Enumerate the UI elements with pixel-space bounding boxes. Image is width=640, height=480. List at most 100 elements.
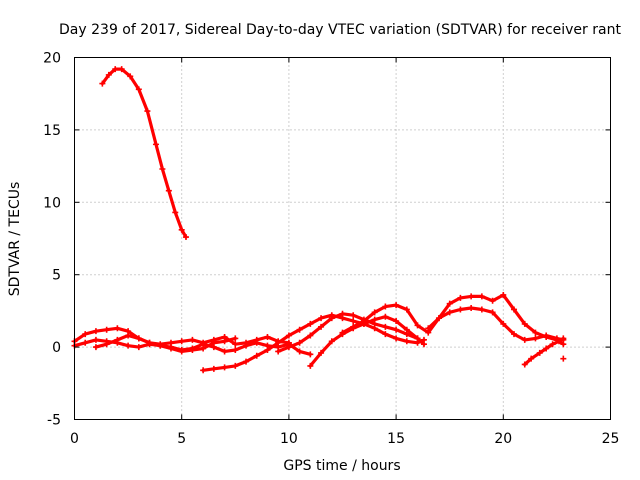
data-point	[420, 341, 427, 348]
data-point	[536, 349, 543, 356]
data-point	[382, 331, 389, 338]
data-point	[521, 336, 528, 343]
data-point	[200, 345, 207, 352]
y-tick-label: 15	[43, 123, 61, 139]
data-point	[511, 306, 518, 313]
data-point	[489, 297, 496, 304]
data-point	[560, 355, 567, 362]
data-point	[232, 346, 239, 353]
data-series-arc-11	[560, 355, 567, 362]
data-point	[350, 312, 357, 319]
data-point	[489, 309, 496, 316]
data-point	[144, 108, 151, 115]
data-point	[296, 326, 303, 333]
data-point	[165, 187, 172, 194]
data-point	[532, 329, 539, 336]
data-point	[210, 339, 217, 346]
data-point	[200, 367, 207, 374]
y-tick-label: 0	[52, 340, 61, 356]
data-point	[318, 349, 325, 356]
data-point	[328, 315, 335, 322]
x-tick-label: 0	[70, 431, 79, 447]
data-point	[275, 339, 282, 346]
data-point	[127, 73, 134, 80]
data-point	[285, 344, 292, 351]
data-series-arc-8	[339, 291, 567, 348]
data-point	[414, 322, 421, 329]
data-point	[350, 323, 357, 330]
data-point	[243, 342, 250, 349]
data-point	[560, 335, 567, 342]
data-point	[159, 165, 166, 172]
data-point	[414, 335, 421, 342]
data-point	[125, 342, 132, 349]
data-point	[82, 339, 89, 346]
data-point	[182, 234, 189, 241]
data-point	[511, 331, 518, 338]
data-point	[318, 315, 325, 322]
data-point	[307, 320, 314, 327]
data-point	[549, 341, 556, 348]
plot-frame	[74, 57, 611, 420]
data-point	[446, 300, 453, 307]
data-point	[382, 323, 389, 330]
x-tick-label: 5	[177, 431, 186, 447]
data-point	[167, 345, 174, 352]
data-point	[146, 339, 153, 346]
data-point	[425, 325, 432, 332]
data-point	[403, 326, 410, 333]
data-point	[393, 326, 400, 333]
x-tick-label: 25	[602, 431, 620, 447]
data-point	[221, 348, 228, 355]
data-point	[328, 338, 335, 345]
grid-layer	[74, 57, 611, 420]
data-series-arc-4	[92, 332, 239, 355]
data-point	[232, 335, 239, 342]
y-tick-label: 5	[52, 268, 61, 284]
data-point	[264, 333, 271, 340]
y-axis-label: SDTVAR / TECUs	[7, 182, 23, 297]
data-point	[189, 346, 196, 353]
data-point	[435, 315, 442, 322]
data-point	[92, 344, 99, 351]
data-point	[350, 318, 357, 325]
data-point	[457, 294, 464, 301]
data-point	[382, 313, 389, 320]
data-point	[92, 328, 99, 335]
data-point	[172, 209, 179, 216]
data-point	[543, 345, 550, 352]
data-point	[125, 332, 132, 339]
data-point	[232, 362, 239, 369]
data-point	[157, 342, 164, 349]
data-point	[118, 66, 125, 73]
data-point	[339, 310, 346, 317]
data-point	[521, 361, 528, 368]
x-tick-label: 20	[494, 431, 512, 447]
data-point	[307, 332, 314, 339]
y-tick-label: -5	[47, 413, 61, 429]
data-point	[135, 335, 142, 342]
series-trace	[308, 315, 426, 368]
chart-title: Day 239 of 2017, Sidereal Day-to-day VTE…	[59, 22, 621, 38]
data-point	[264, 346, 271, 353]
x-axis-label: GPS time / hours	[283, 458, 400, 474]
data-point	[135, 86, 142, 93]
data-point	[189, 336, 196, 343]
data-point	[371, 316, 378, 323]
data-point	[521, 320, 528, 327]
data-point	[339, 329, 346, 336]
data-point	[103, 326, 110, 333]
data-series-arc-1	[99, 66, 189, 241]
data-point	[221, 338, 228, 345]
data-point	[275, 348, 282, 355]
data-point	[178, 348, 185, 355]
data-point	[112, 66, 119, 73]
data-point	[221, 364, 228, 371]
x-tick-label: 15	[387, 431, 405, 447]
data-point	[500, 320, 507, 327]
data-point	[103, 341, 110, 348]
data-point	[382, 303, 389, 310]
data-point	[478, 293, 485, 300]
ticks-layer: 0 5 10 15 20 25 -5 0 5 10 15 20	[43, 51, 619, 448]
data-point	[243, 358, 250, 365]
